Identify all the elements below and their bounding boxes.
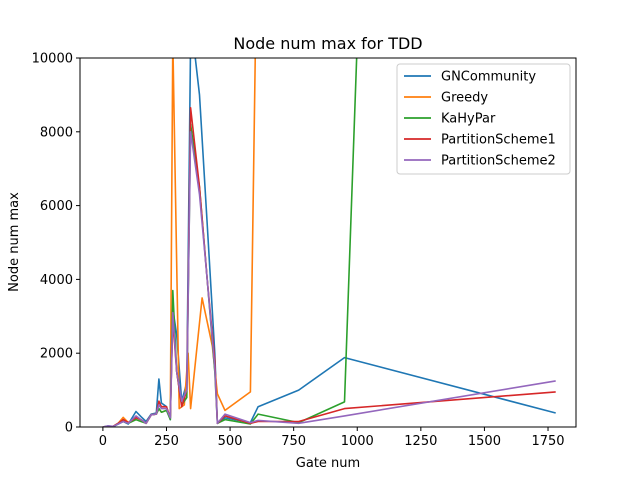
x-tick-label: 1750 — [531, 434, 564, 449]
x-tick-label: 0 — [99, 434, 107, 449]
legend-box — [396, 63, 571, 175]
legend-entry-label: GNCommunity — [441, 70, 536, 85]
legend-entry-label: PartitionScheme2 — [441, 154, 556, 169]
x-axis: 0 250 500 750 1000 1250 1500 1750 — [99, 427, 565, 449]
x-tick-label: 250 — [154, 434, 179, 449]
legend: GNCommunity Greedy KaHyPar PartitionScheme1… — [396, 63, 571, 175]
x-axis-label: Gate num — [296, 456, 360, 471]
legend-entry-label: PartitionScheme1 — [441, 133, 556, 148]
chart-title: Node num max for TDD — [233, 34, 422, 53]
x-tick-label: 1500 — [468, 434, 501, 449]
y-tick-label: 6000 — [40, 199, 73, 214]
x-tick-label: 500 — [218, 434, 243, 449]
y-tick-label: 2000 — [40, 347, 73, 362]
legend-entry-label: KaHyPar — [441, 112, 496, 127]
series-line-partitionscheme2 — [102, 131, 556, 427]
plot-frame — [79, 57, 577, 428]
x-tick-label: 1250 — [404, 434, 437, 449]
y-tick-label: 8000 — [40, 125, 73, 140]
y-axis: 0 2000 4000 6000 8000 10000 — [32, 52, 80, 436]
y-axis-label: Node num max — [7, 192, 22, 292]
legend-entry-label: Greedy — [441, 91, 488, 106]
x-tick-label: 1000 — [341, 434, 374, 449]
y-tick-label: 4000 — [40, 273, 73, 288]
y-tick-label: 10000 — [32, 52, 73, 67]
x-tick-label: 750 — [281, 434, 306, 449]
y-tick-label: 0 — [65, 421, 73, 436]
series-layer — [102, 58, 556, 427]
